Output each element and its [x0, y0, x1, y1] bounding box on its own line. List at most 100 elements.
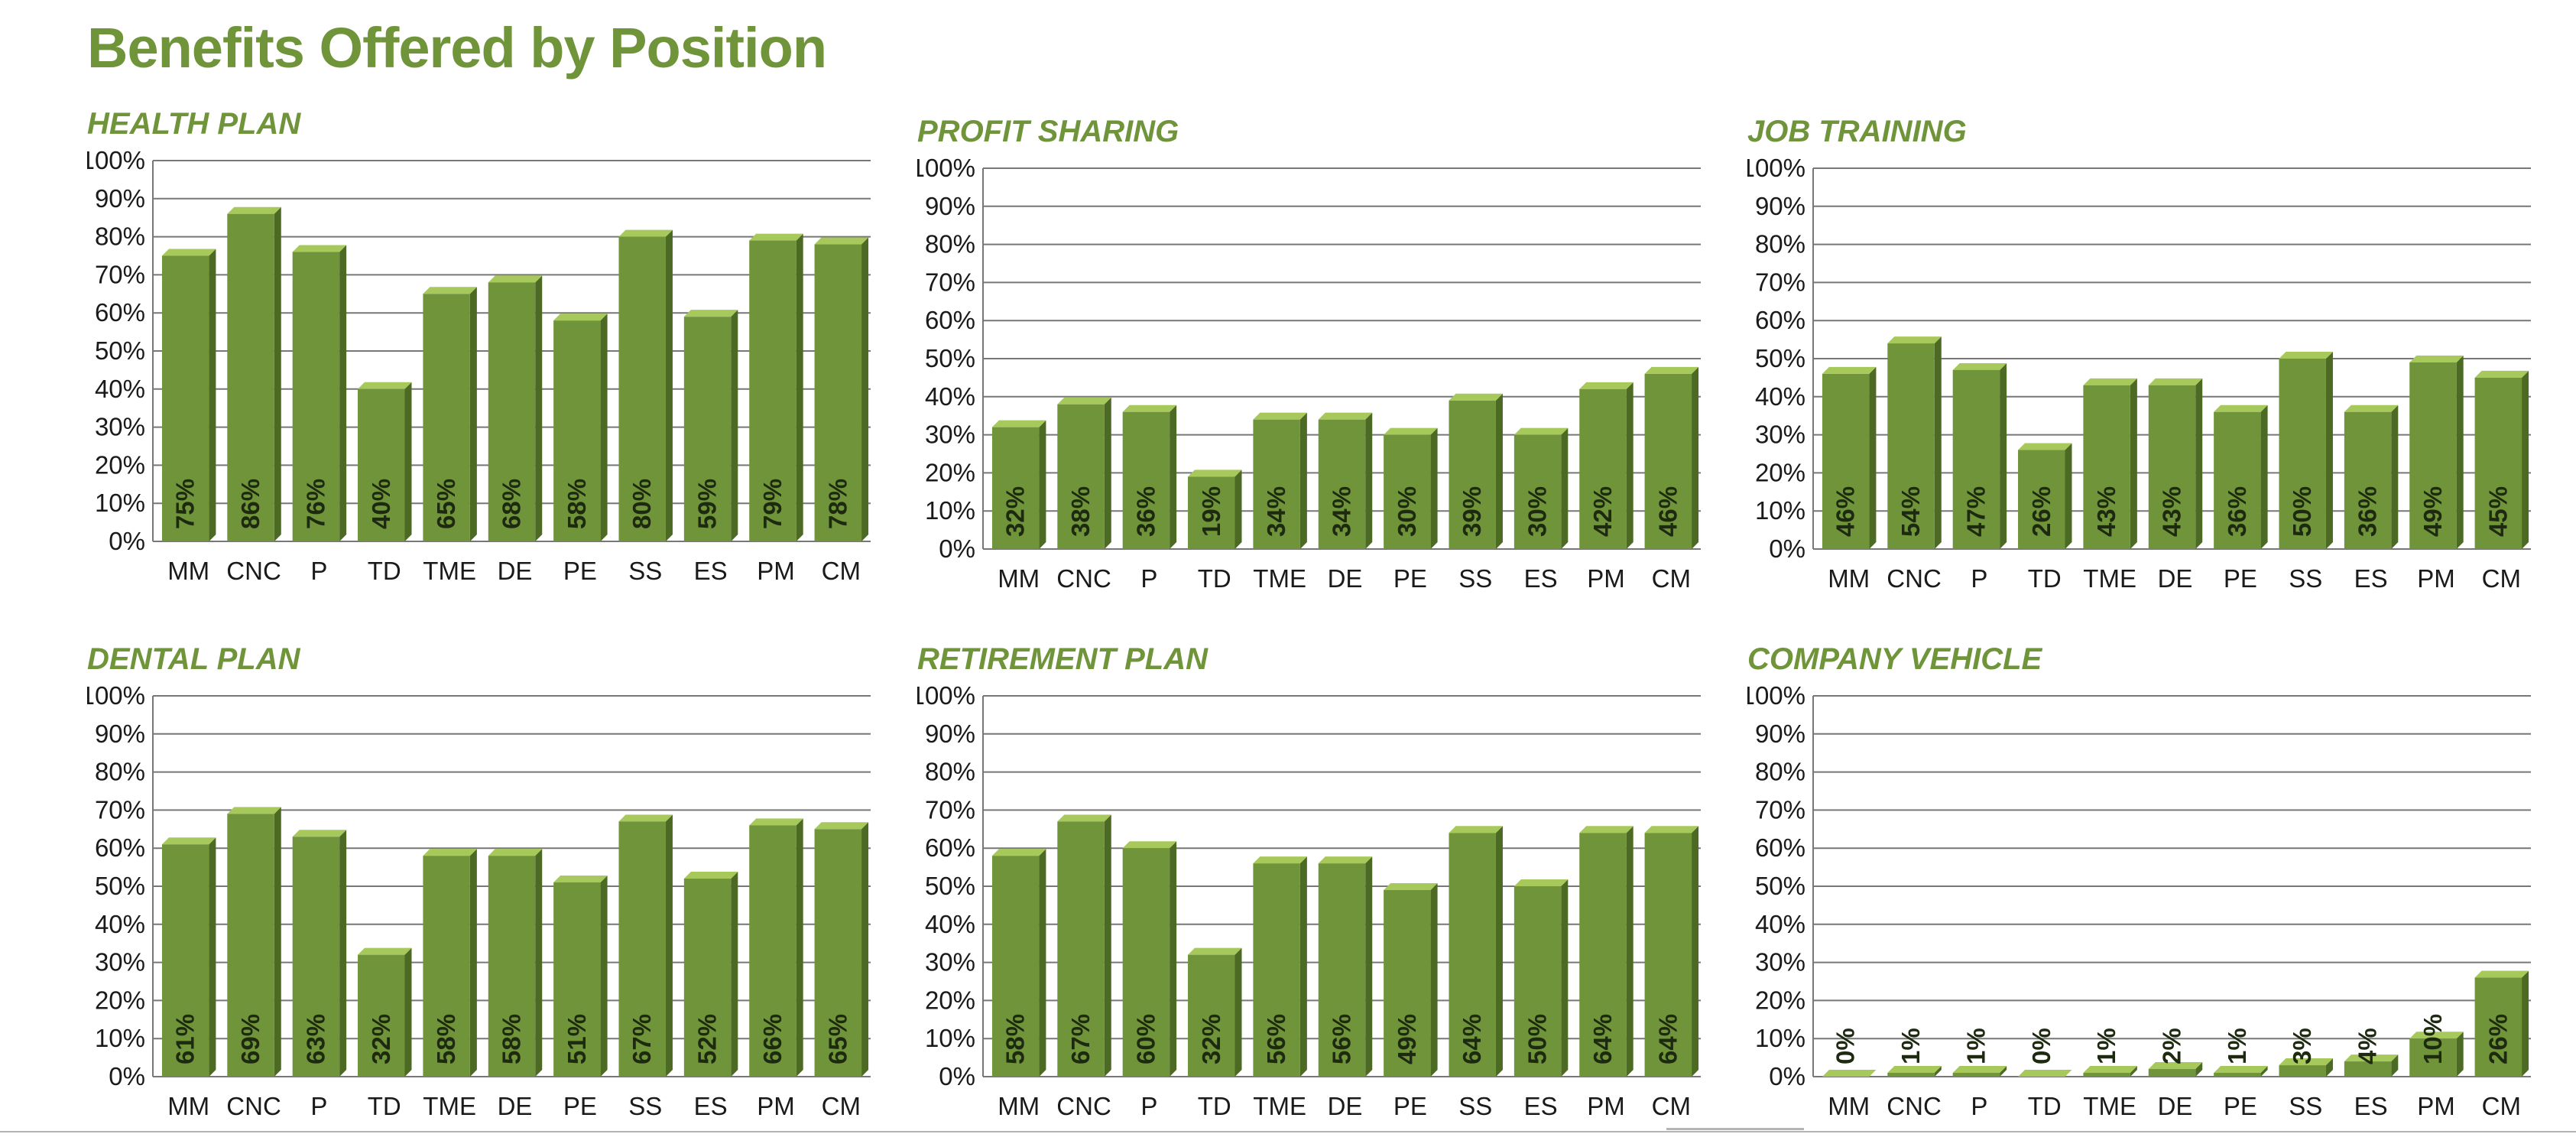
x-tick-label: CNC	[1056, 1092, 1111, 1120]
bar-value-label: 1%	[2092, 1028, 2120, 1064]
bar-side	[1626, 826, 1634, 1077]
bar-side	[2195, 378, 2203, 549]
bar-top	[2279, 352, 2333, 359]
bar-front	[553, 882, 601, 1077]
bar-front	[2214, 411, 2261, 549]
y-tick-label: 0%	[939, 1062, 975, 1090]
chart-dental-plan: 0% 10% 20% 30% 40% 50% 60% 70% 80% 90% 100% 61% MM 69…	[87, 681, 871, 1120]
bar-top	[814, 237, 869, 245]
bar-side	[2260, 1066, 2268, 1077]
y-tick-label: 70%	[1755, 795, 1805, 824]
bar	[814, 237, 869, 541]
bar-side	[2065, 443, 2072, 549]
bar	[488, 275, 543, 541]
y-tick-label: 90%	[1755, 192, 1805, 220]
bar-side	[600, 876, 608, 1077]
y-tick-label: 90%	[95, 720, 145, 748]
x-tick-label: SS	[1458, 1092, 1492, 1120]
y-tick-label: 100%	[1747, 681, 1805, 710]
bar-top	[1887, 336, 1942, 344]
bar-side	[2456, 1032, 2464, 1077]
y-tick-label: 50%	[95, 336, 145, 365]
y-tick-label: 60%	[95, 833, 145, 862]
bar	[1887, 1066, 1942, 1077]
chart-profit-sharing: 0% 10% 20% 30% 40% 50% 60% 70% 80% 90% 100% 32% MM 38…	[917, 154, 1701, 593]
bar-side	[404, 947, 412, 1077]
bar-front	[2474, 377, 2522, 549]
chart-title: PROFIT SHARING	[917, 115, 1179, 148]
bar-top	[2344, 1054, 2399, 1062]
bar-value-label: 75%	[171, 479, 200, 529]
bar-side	[274, 807, 281, 1077]
x-tick-label: P	[1971, 564, 1987, 593]
x-tick-label: SS	[628, 1092, 662, 1120]
y-tick-label: 40%	[1755, 382, 1805, 411]
bar-top	[1384, 882, 1438, 890]
y-tick-label: 80%	[95, 758, 145, 786]
bar	[618, 814, 673, 1077]
x-tick-label: TD	[368, 1092, 401, 1120]
bar-front	[161, 255, 209, 541]
bar	[1579, 382, 1634, 549]
y-tick-label: 10%	[1755, 1024, 1805, 1052]
bar-top	[1057, 814, 1111, 822]
y-tick-label: 50%	[1755, 344, 1805, 372]
bar-top	[1822, 366, 1877, 374]
bar-top	[1253, 856, 1307, 864]
y-tick-label: 40%	[95, 375, 145, 403]
bar-front	[227, 213, 274, 541]
bar-value-label: 64%	[1458, 1014, 1486, 1064]
bar-side	[1234, 947, 1242, 1077]
y-tick-label: 100%	[87, 681, 145, 710]
bar-top	[1579, 382, 1634, 389]
bar	[1449, 393, 1503, 549]
x-tick-label: CNC	[226, 557, 281, 585]
bar-front	[991, 856, 1040, 1077]
y-tick-label: 20%	[925, 986, 975, 1014]
bar-front	[1188, 476, 1235, 549]
x-tick-label: ES	[694, 1092, 728, 1120]
bar-top	[1188, 470, 1242, 477]
bar-value-label: 66%	[758, 1014, 787, 1064]
bar-front	[1822, 373, 1870, 549]
y-tick-label: 100%	[1747, 154, 1805, 182]
bar-front	[2148, 1069, 2196, 1077]
chart-panel-retirement-plan: RETIREMENT PLAN 0% 10% 20% 30% 40% 50% 60% 70% 8…	[917, 642, 1728, 1147]
bar-side	[2522, 370, 2529, 549]
bar	[2018, 443, 2072, 549]
bar-value-label: 78%	[823, 479, 852, 529]
bar	[1449, 826, 1503, 1077]
chart-title: HEALTH PLAN	[87, 107, 301, 141]
bar	[227, 206, 281, 541]
bar-top	[1057, 397, 1111, 405]
bar-front	[2279, 1065, 2326, 1077]
x-tick-label: P	[1140, 1092, 1157, 1120]
bar-front	[618, 236, 666, 541]
y-tick-label: 30%	[925, 948, 975, 976]
y-tick-label: 80%	[1755, 230, 1805, 258]
bar-side	[404, 382, 412, 541]
bar-side	[1104, 397, 1111, 549]
y-tick-label: 10%	[925, 1024, 975, 1052]
bar-value-label: 38%	[1066, 486, 1095, 537]
bar-top	[553, 314, 608, 321]
bar-side	[2522, 970, 2529, 1077]
bar	[1253, 856, 1307, 1077]
bar-value-label: 80%	[628, 479, 656, 529]
bar	[161, 837, 216, 1077]
y-tick-label: 0%	[939, 535, 975, 563]
x-tick-label: DE	[2158, 564, 2193, 593]
bar-side	[796, 818, 803, 1077]
bar-top	[1384, 427, 1438, 435]
bar	[1384, 427, 1438, 549]
x-tick-label: CM	[2482, 564, 2521, 593]
bar-value-label: 0%	[1831, 1028, 1860, 1064]
bar-value-label: 32%	[1001, 486, 1030, 537]
y-tick-label: 60%	[925, 833, 975, 862]
y-tick-label: 80%	[1755, 758, 1805, 786]
x-tick-label: TD	[368, 557, 401, 585]
x-tick-label: P	[1140, 564, 1157, 593]
bar-top	[749, 818, 803, 826]
chart-panel-dental-plan: DENTAL PLAN 0% 10% 20% 30% 40% 50% 60% 70% 80% 90…	[87, 642, 897, 1147]
bar-side	[469, 849, 477, 1077]
